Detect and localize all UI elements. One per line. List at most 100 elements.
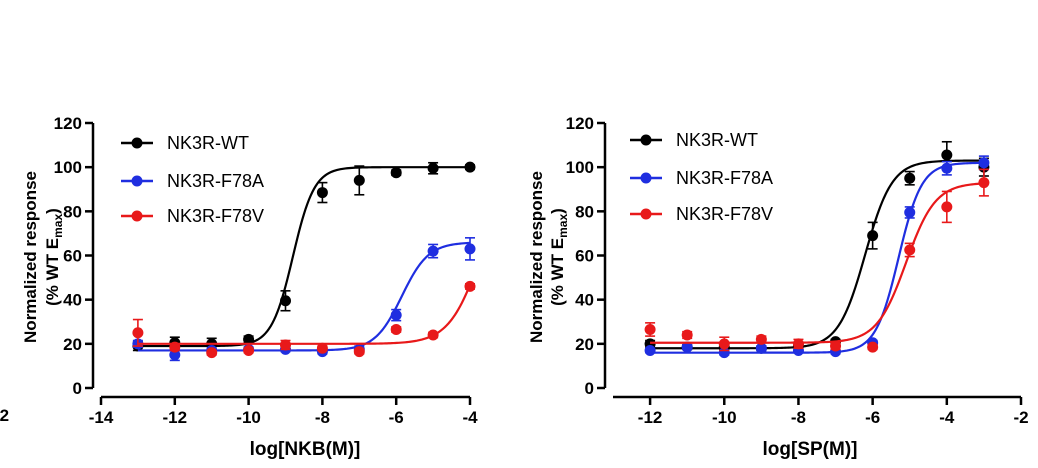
x-axis-title: log[SP(M)] [763, 439, 858, 460]
data-point [867, 230, 879, 242]
x-tick-label: -8 [791, 408, 806, 427]
data-point [755, 333, 767, 345]
fit-curve [650, 182, 984, 344]
data-point [427, 162, 439, 174]
x-tick-label: -8 [315, 408, 330, 427]
legend-label: NK3R-F78A [676, 168, 773, 188]
data-point [830, 340, 842, 352]
x-tick-label: -4 [462, 408, 478, 427]
x-axis-title: log[NKB(M)] [250, 439, 361, 460]
data-point [132, 327, 144, 339]
y-tick-label: 120 [54, 114, 82, 133]
fit-curve [137, 241, 471, 352]
data-point [353, 174, 365, 186]
legend-label: NK3R-F78V [167, 206, 264, 226]
x-tick-label: -6 [389, 408, 404, 427]
data-point [243, 344, 255, 356]
data-point [243, 333, 255, 345]
legend-marker [131, 175, 143, 187]
data-point [427, 245, 439, 257]
data-point [978, 177, 990, 189]
legend-entry: NK3R-WT [630, 130, 758, 150]
y-tick-label: 40 [575, 291, 594, 310]
y-tick-label: 120 [566, 114, 594, 133]
data-point [867, 341, 879, 353]
legend-label: NK3R-F78A [167, 171, 264, 191]
series-nk3r-f78v [132, 280, 476, 359]
chart-panel-sp: 0 20 40 60 80 100 120 -12 -10 -8 -6 -4 -2 log[SP(M)] N… [527, 114, 1029, 460]
y-axis-title: Normalized response [21, 171, 40, 343]
data-point [206, 347, 218, 359]
series-nk3r-f78a [132, 237, 476, 362]
data-point [718, 338, 730, 350]
y-tick-label: 100 [54, 158, 82, 177]
y-axis-subtitle: (% WT Emax) [548, 208, 570, 306]
data-point [904, 172, 916, 184]
data-point [169, 349, 181, 361]
y-axis-subtitle: (% WT Emax) [43, 208, 65, 306]
data-point [755, 342, 767, 354]
cropped-tick-label: -2 [0, 406, 9, 425]
data-point [681, 341, 693, 353]
x-tick-label: -10 [712, 408, 737, 427]
y-axis-subtitle-sub: max [51, 214, 65, 238]
y-tick-label: 100 [566, 158, 594, 177]
fit-curve [650, 161, 984, 354]
chart-panel-nkb: 0 20 40 60 80 100 120 -14 -12 -10 -8 -6 -4 log[NKB(M)… [21, 114, 478, 460]
x-tick-label: -14 [89, 408, 114, 427]
y-tick-label: 80 [575, 202, 594, 221]
y-tick-label: 20 [63, 335, 82, 354]
legend-label: NK3R-WT [167, 133, 249, 153]
x-tick-label: -10 [236, 408, 261, 427]
data-point [316, 187, 328, 199]
data-point [941, 162, 953, 174]
legend-marker [640, 208, 652, 220]
data-point [904, 244, 916, 256]
legend-label: NK3R-F78V [676, 204, 773, 224]
y-tick-label: 60 [575, 247, 594, 266]
legend-entry: NK3R-WT [121, 133, 249, 153]
data-point [644, 344, 656, 356]
fit-curve [137, 166, 470, 348]
data-point [390, 309, 402, 321]
data-point [427, 329, 439, 341]
data-point [464, 243, 476, 255]
x-tick-label: -12 [163, 408, 188, 427]
y-tick-label: 40 [63, 291, 82, 310]
legend-entry: NK3R-F78A [630, 168, 773, 188]
legend-entry: NK3R-F78A [121, 171, 264, 191]
x-tick-label: -6 [865, 408, 880, 427]
data-point [390, 323, 402, 335]
y-tick-label: 60 [63, 247, 82, 266]
data-point [978, 157, 990, 169]
legend-entry: NK3R-F78V [121, 206, 264, 226]
y-tick-label: 0 [73, 379, 82, 398]
x-tick-label: -2 [1013, 408, 1028, 427]
x-tick-label: -4 [939, 408, 955, 427]
y-tick-label: 20 [575, 335, 594, 354]
legend-marker [131, 210, 143, 222]
y-axis-subtitle-suffix: ) [548, 208, 567, 214]
legend-marker [640, 134, 652, 146]
data-point [316, 342, 328, 354]
data-point [280, 339, 291, 351]
data-point [464, 280, 476, 292]
data-point [904, 206, 916, 218]
data-point [280, 295, 291, 307]
legend-entry: NK3R-F78V [630, 204, 773, 224]
series-nk3r-f78v [644, 168, 990, 353]
legend-marker [131, 137, 143, 149]
y-tick-label: 80 [63, 202, 82, 221]
data-point [941, 149, 953, 161]
y-axis-title: Normalized response [527, 171, 546, 343]
data-point [941, 201, 953, 213]
data-point [464, 161, 476, 173]
y-tick-label: 0 [585, 379, 594, 398]
legend-label: NK3R-WT [676, 130, 758, 150]
y-axis-subtitle-prefix: (% WT E [548, 238, 567, 306]
y-axis-subtitle-sub: max [556, 214, 570, 238]
data-point [169, 341, 181, 353]
x-tick-label: -12 [638, 408, 663, 427]
y-axis-subtitle-suffix: ) [43, 208, 62, 214]
